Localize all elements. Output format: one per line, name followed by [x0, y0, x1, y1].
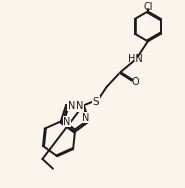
- Text: O: O: [132, 77, 139, 87]
- Text: Cl: Cl: [143, 2, 153, 11]
- Text: N: N: [82, 113, 90, 123]
- Text: N: N: [76, 101, 83, 111]
- Text: N: N: [68, 101, 75, 111]
- Text: HN: HN: [128, 54, 143, 64]
- Text: S: S: [93, 97, 99, 107]
- Text: N: N: [63, 117, 70, 127]
